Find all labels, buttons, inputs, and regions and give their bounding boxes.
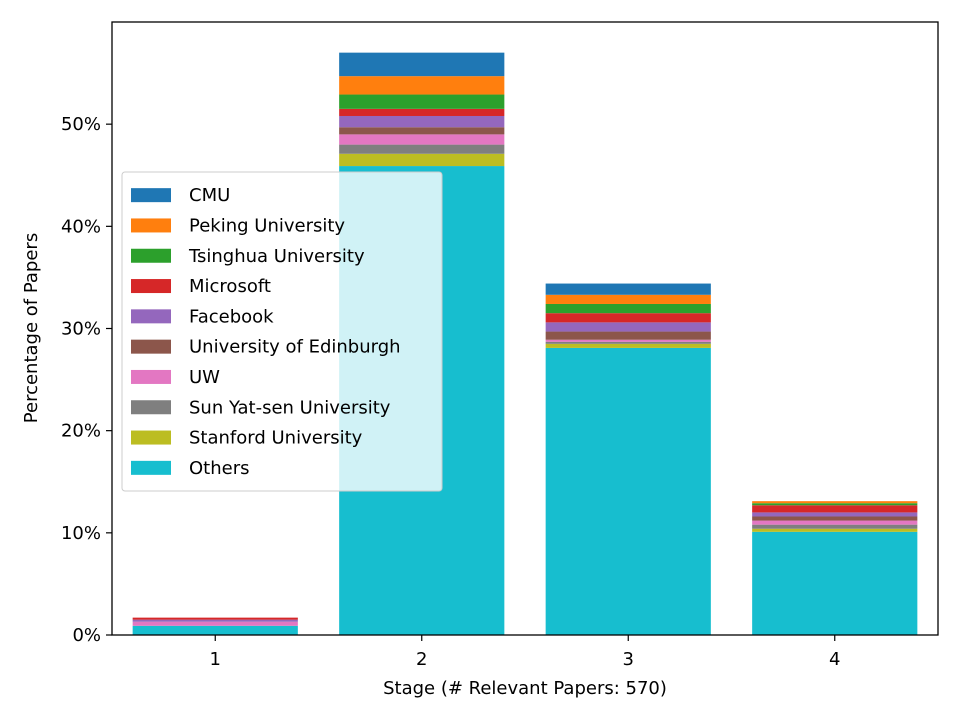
x-tick-label: 1 xyxy=(210,649,221,670)
bar-segment-cmu-stage-3 xyxy=(545,283,711,295)
bar-segment-facebook-stage-3 xyxy=(545,322,711,332)
y-tick-label: 20% xyxy=(61,421,101,442)
bar-segment-uw-stage-1 xyxy=(132,621,298,626)
legend-swatch xyxy=(131,248,171,263)
bar-segment-stanford-university-stage-4 xyxy=(752,528,918,532)
legend-entry-label: Tsinghua University xyxy=(188,246,365,267)
legend-swatch xyxy=(131,188,171,203)
legend: CMU Peking University Tsinghua University M… xyxy=(121,171,443,492)
bar-segment-others-stage-1 xyxy=(132,625,298,635)
bar-segment-university-of-edinburgh-stage-4 xyxy=(752,516,918,521)
bar-segment-uw-stage-4 xyxy=(752,520,918,525)
bar-segment-facebook-stage-2 xyxy=(339,115,505,128)
legend-swatch xyxy=(131,400,171,415)
legend-entry-label: Facebook xyxy=(189,306,274,327)
bar-segment-others-stage-4 xyxy=(752,531,918,635)
y-tick-label: 0% xyxy=(72,625,101,646)
x-tick-label: 3 xyxy=(623,649,634,670)
bar-segment-peking-university-stage-3 xyxy=(545,294,711,304)
y-tick-label: 40% xyxy=(61,216,101,237)
legend-entry-label: Peking University xyxy=(189,215,345,236)
bar-segment-microsoft-stage-4 xyxy=(752,505,918,513)
legend-entry-label: Microsoft xyxy=(189,276,271,297)
legend-swatch xyxy=(131,369,171,384)
y-tick-label: 10% xyxy=(61,523,101,544)
legend-swatch xyxy=(131,218,171,233)
y-tick-label: 30% xyxy=(61,319,101,340)
legend-swatch xyxy=(131,279,171,294)
bar-segment-tsinghua-university-stage-3 xyxy=(545,303,711,314)
legend-entry-label: UW xyxy=(189,367,220,388)
legend-swatch xyxy=(131,430,171,445)
bar-segment-facebook-stage-1 xyxy=(132,619,298,622)
bar-segment-peking-university-stage-2 xyxy=(339,76,505,95)
legend-swatch xyxy=(131,309,171,324)
bar-segment-microsoft-stage-2 xyxy=(339,108,505,116)
y-axis: 0% 10% 20% 30% 40% 50% xyxy=(61,114,112,646)
x-axis-label: Stage (# Relevant Papers: 570) xyxy=(383,678,667,699)
bar-segment-microsoft-stage-3 xyxy=(545,313,711,323)
legend-entry-label: CMU xyxy=(189,185,230,206)
legend-swatch xyxy=(131,339,171,354)
legend-entry-label: Sun Yat-sen University xyxy=(189,397,391,418)
bar-segment-peking-university-stage-4 xyxy=(752,501,918,504)
bar-segment-sun-yat-sen-university-stage-4 xyxy=(752,524,918,529)
bar-segment-stanford-university-stage-2 xyxy=(339,153,505,167)
bar-segment-tsinghua-university-stage-2 xyxy=(339,94,505,109)
bar-segment-tsinghua-university-stage-4 xyxy=(752,503,918,506)
bar-segment-university-of-edinburgh-stage-3 xyxy=(545,331,711,340)
bar-segment-sun-yat-sen-university-stage-2 xyxy=(339,144,505,154)
x-tick-label: 2 xyxy=(416,649,427,670)
bar-segment-microsoft-stage-1 xyxy=(132,617,298,620)
legend-box xyxy=(121,171,443,492)
x-tick-label: 4 xyxy=(829,649,840,670)
legend-entry-label: University of Edinburgh xyxy=(189,337,401,358)
bar-segment-others-stage-3 xyxy=(545,347,711,635)
y-axis-label: Percentage of Papers xyxy=(21,233,42,423)
bar-segment-uw-stage-2 xyxy=(339,134,505,145)
bar-segment-university-of-edinburgh-stage-2 xyxy=(339,127,505,135)
legend-entry-label: Others xyxy=(189,458,250,479)
bars-layer xyxy=(132,52,918,635)
bar-segment-stanford-university-stage-3 xyxy=(545,343,711,348)
y-tick-label: 50% xyxy=(61,114,101,135)
bar-segment-cmu-stage-2 xyxy=(339,52,505,77)
legend-entry-label: Stanford University xyxy=(189,428,363,449)
bar-segment-facebook-stage-4 xyxy=(752,512,918,517)
x-axis: 1 2 3 4 xyxy=(210,635,840,670)
bar-segment-uw-stage-3 xyxy=(545,339,711,342)
legend-swatch xyxy=(131,460,171,475)
bar-segment-sun-yat-sen-university-stage-3 xyxy=(545,341,711,344)
